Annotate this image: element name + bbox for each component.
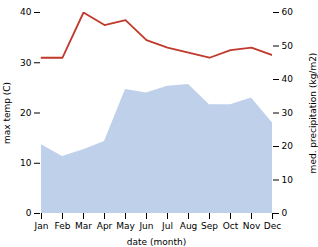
svg-text:10: 10 — [20, 158, 32, 168]
svg-text:40: 40 — [282, 74, 294, 84]
svg-text:max temp (C): max temp (C) — [2, 82, 12, 144]
svg-text:30: 30 — [282, 108, 294, 118]
svg-text:Nov: Nov — [243, 221, 261, 231]
svg-text:10: 10 — [282, 175, 294, 185]
svg-text:Sep: Sep — [201, 221, 218, 231]
svg-text:40: 40 — [20, 7, 32, 17]
svg-text:Dec: Dec — [264, 221, 281, 231]
svg-text:May: May — [116, 221, 135, 231]
svg-text:30: 30 — [20, 58, 32, 68]
svg-text:Jun: Jun — [138, 221, 153, 231]
svg-text:50: 50 — [282, 41, 294, 51]
svg-text:med. precipitation (kg/m2): med. precipitation (kg/m2) — [308, 53, 318, 174]
svg-text:0: 0 — [26, 208, 32, 218]
svg-text:Apr: Apr — [97, 221, 113, 231]
svg-text:date (month): date (month) — [127, 237, 186, 247]
svg-text:20: 20 — [282, 141, 294, 151]
svg-text:0: 0 — [282, 208, 288, 218]
svg-text:20: 20 — [20, 108, 32, 118]
svg-text:Jul: Jul — [161, 221, 173, 231]
svg-text:Feb: Feb — [55, 221, 71, 231]
svg-text:Mar: Mar — [75, 221, 92, 231]
svg-text:Aug: Aug — [180, 221, 198, 231]
svg-text:Jan: Jan — [34, 221, 49, 231]
svg-text:Oct: Oct — [223, 221, 239, 231]
svg-text:60: 60 — [282, 7, 294, 17]
